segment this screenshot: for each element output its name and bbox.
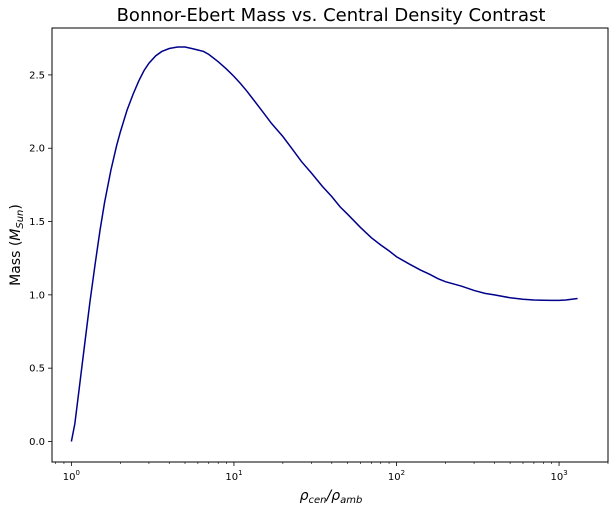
y-axis: 0.0 0.5 1.0 1.5 2.0 2.5 xyxy=(29,70,52,448)
y-label-main: M xyxy=(8,229,24,241)
x-tick-label: 101 xyxy=(225,469,242,483)
y-label-suffix: ) xyxy=(8,204,24,209)
y-label-sub: Sun xyxy=(15,210,26,229)
y-tick-label: 2.5 xyxy=(29,70,45,81)
y-label-prefix: Mass ( xyxy=(8,241,24,286)
y-axis-label: Mass (MSun) xyxy=(8,204,26,286)
y-tick-label: 1.0 xyxy=(29,290,45,301)
x-tick-exponent: 3 xyxy=(563,469,567,477)
y-tick-label: 0.0 xyxy=(29,437,45,448)
x-tick-base: 10 xyxy=(388,472,401,483)
y-tick-label: 0.5 xyxy=(29,364,45,375)
x-axis: 100 101 102 103 xyxy=(55,462,609,483)
x-tick-label: 100 xyxy=(63,469,80,483)
x-tick-exponent: 0 xyxy=(76,469,80,477)
x-label-sep: /ρ xyxy=(325,488,341,504)
x-tick-base: 10 xyxy=(63,472,76,483)
x-tick-label: 103 xyxy=(550,469,567,483)
series-line xyxy=(70,46,578,442)
y-tick-label: 2.0 xyxy=(29,144,45,155)
chart-title: Bonnor-Ebert Mass vs. Central Density Co… xyxy=(117,5,546,26)
x-label-sub-2: amb xyxy=(340,495,362,506)
x-label-rho-1: ρ xyxy=(300,488,309,504)
y-tick-label: 1.5 xyxy=(29,217,45,228)
x-tick-exponent: 1 xyxy=(238,469,242,477)
x-tick-base: 10 xyxy=(225,472,238,483)
plot-frame xyxy=(51,27,609,463)
x-tick-label: 102 xyxy=(388,469,405,483)
plot-area xyxy=(70,46,578,442)
x-axis-label: ρcen/ρamb xyxy=(300,488,363,506)
x-label-sub-1: cen xyxy=(309,495,327,506)
x-tick-base: 10 xyxy=(550,472,563,483)
x-tick-exponent: 2 xyxy=(401,469,405,477)
